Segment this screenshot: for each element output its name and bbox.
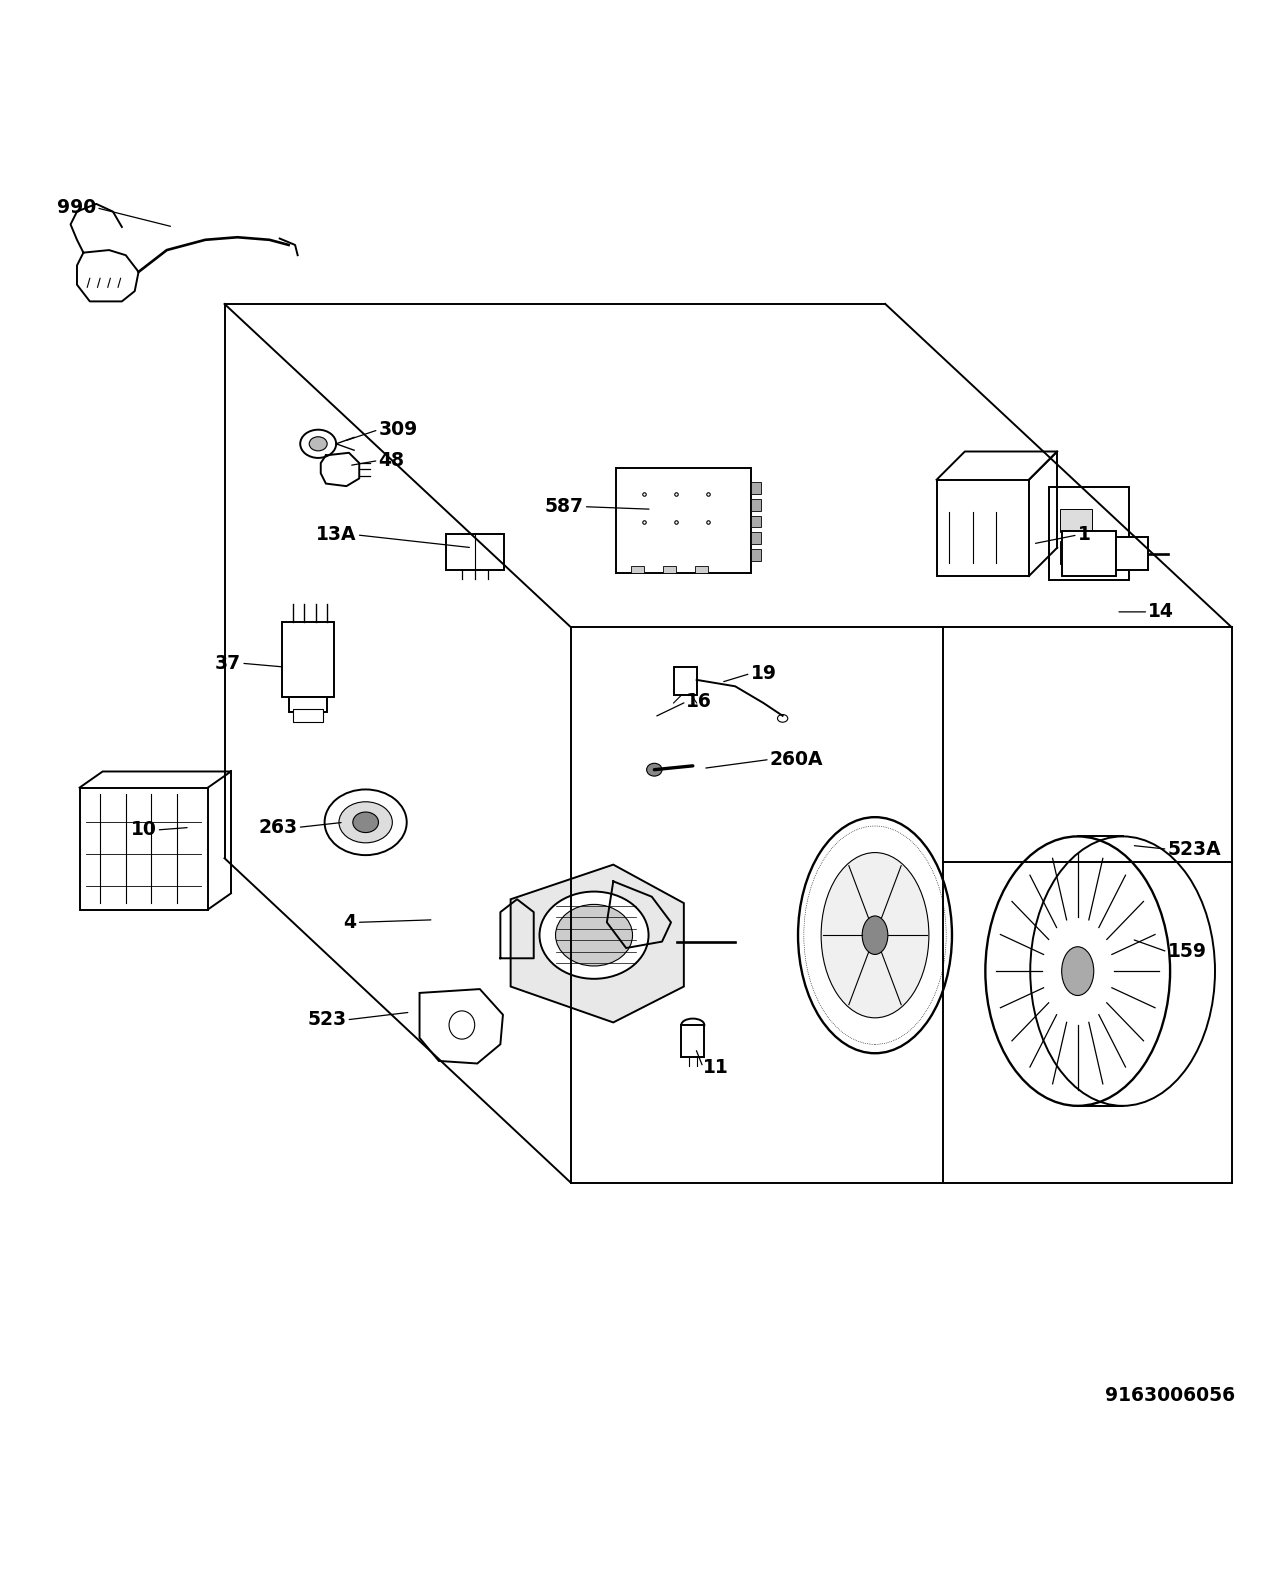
FancyBboxPatch shape [1060, 541, 1092, 565]
Text: 990: 990 [56, 198, 96, 217]
Ellipse shape [300, 429, 336, 457]
Text: 159: 159 [1168, 942, 1206, 961]
FancyBboxPatch shape [695, 565, 708, 573]
FancyBboxPatch shape [937, 480, 1029, 576]
Ellipse shape [325, 790, 407, 855]
FancyBboxPatch shape [663, 565, 676, 573]
FancyBboxPatch shape [1116, 538, 1148, 570]
FancyBboxPatch shape [616, 469, 751, 573]
FancyBboxPatch shape [751, 483, 761, 494]
FancyBboxPatch shape [681, 1026, 704, 1057]
Ellipse shape [309, 437, 327, 451]
FancyBboxPatch shape [1049, 488, 1129, 579]
Ellipse shape [353, 812, 378, 833]
FancyBboxPatch shape [631, 565, 644, 573]
Ellipse shape [821, 853, 929, 1018]
Text: 523: 523 [308, 1010, 346, 1029]
FancyBboxPatch shape [80, 788, 208, 910]
FancyBboxPatch shape [751, 549, 761, 560]
Text: 14: 14 [1148, 603, 1174, 622]
Text: 263: 263 [259, 818, 298, 837]
Text: 4: 4 [344, 913, 357, 932]
Polygon shape [420, 989, 503, 1064]
Text: 309: 309 [378, 419, 418, 438]
Text: 19: 19 [751, 663, 776, 682]
Text: 10: 10 [131, 820, 157, 839]
Ellipse shape [681, 1018, 704, 1032]
Ellipse shape [985, 836, 1170, 1107]
Text: 523A: 523A [1168, 839, 1221, 858]
FancyBboxPatch shape [751, 532, 761, 545]
Text: 13A: 13A [316, 526, 357, 545]
Polygon shape [511, 864, 684, 1023]
FancyBboxPatch shape [446, 533, 504, 570]
Ellipse shape [777, 714, 788, 722]
FancyBboxPatch shape [1062, 530, 1116, 576]
FancyBboxPatch shape [751, 499, 761, 511]
Ellipse shape [339, 801, 393, 842]
Ellipse shape [1062, 947, 1093, 996]
Text: 1: 1 [1078, 526, 1091, 545]
Text: 37: 37 [216, 654, 241, 673]
FancyBboxPatch shape [674, 666, 697, 695]
FancyBboxPatch shape [289, 697, 327, 712]
FancyBboxPatch shape [282, 622, 334, 697]
Text: 587: 587 [545, 497, 584, 516]
Text: 11: 11 [703, 1057, 729, 1076]
FancyBboxPatch shape [1060, 510, 1092, 532]
Ellipse shape [556, 904, 633, 966]
Text: 260A: 260A [770, 750, 824, 769]
Ellipse shape [539, 891, 649, 978]
Ellipse shape [647, 763, 662, 776]
Ellipse shape [798, 817, 952, 1053]
FancyBboxPatch shape [293, 709, 323, 722]
FancyBboxPatch shape [751, 516, 761, 527]
Text: 48: 48 [378, 451, 404, 470]
Ellipse shape [862, 917, 888, 955]
Text: 16: 16 [686, 692, 712, 711]
Text: 9163006056: 9163006056 [1106, 1385, 1236, 1404]
